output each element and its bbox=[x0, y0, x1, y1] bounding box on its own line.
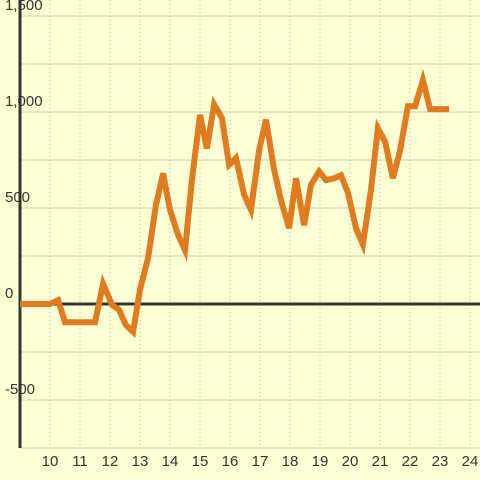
x-tick-label: 15 bbox=[192, 453, 209, 470]
x-tick-label: 13 bbox=[132, 453, 149, 470]
x-tick-label: 22 bbox=[402, 453, 419, 470]
x-tick-label: 17 bbox=[252, 453, 269, 470]
x-tick-label: 23 bbox=[432, 453, 449, 470]
x-tick-label: 12 bbox=[102, 453, 119, 470]
x-tick-label: 19 bbox=[312, 453, 329, 470]
x-tick-label: 16 bbox=[222, 453, 239, 470]
x-tick-label: 21 bbox=[372, 453, 389, 470]
x-tick-label: 24 bbox=[462, 453, 479, 470]
y-tick-label: 1,500 bbox=[5, 0, 43, 14]
x-tick-label: 18 bbox=[282, 453, 299, 470]
y-tick-label: 500 bbox=[5, 189, 30, 206]
y-tick-label: 0 bbox=[5, 285, 13, 302]
x-tick-label: 20 bbox=[342, 453, 359, 470]
x-tick-label: 11 bbox=[72, 453, 88, 470]
data-line bbox=[20, 69, 449, 338]
x-tick-label: 10 bbox=[42, 453, 59, 470]
x-tick-label: 14 bbox=[162, 453, 179, 470]
y-tick-label: 1,000 bbox=[5, 93, 43, 110]
